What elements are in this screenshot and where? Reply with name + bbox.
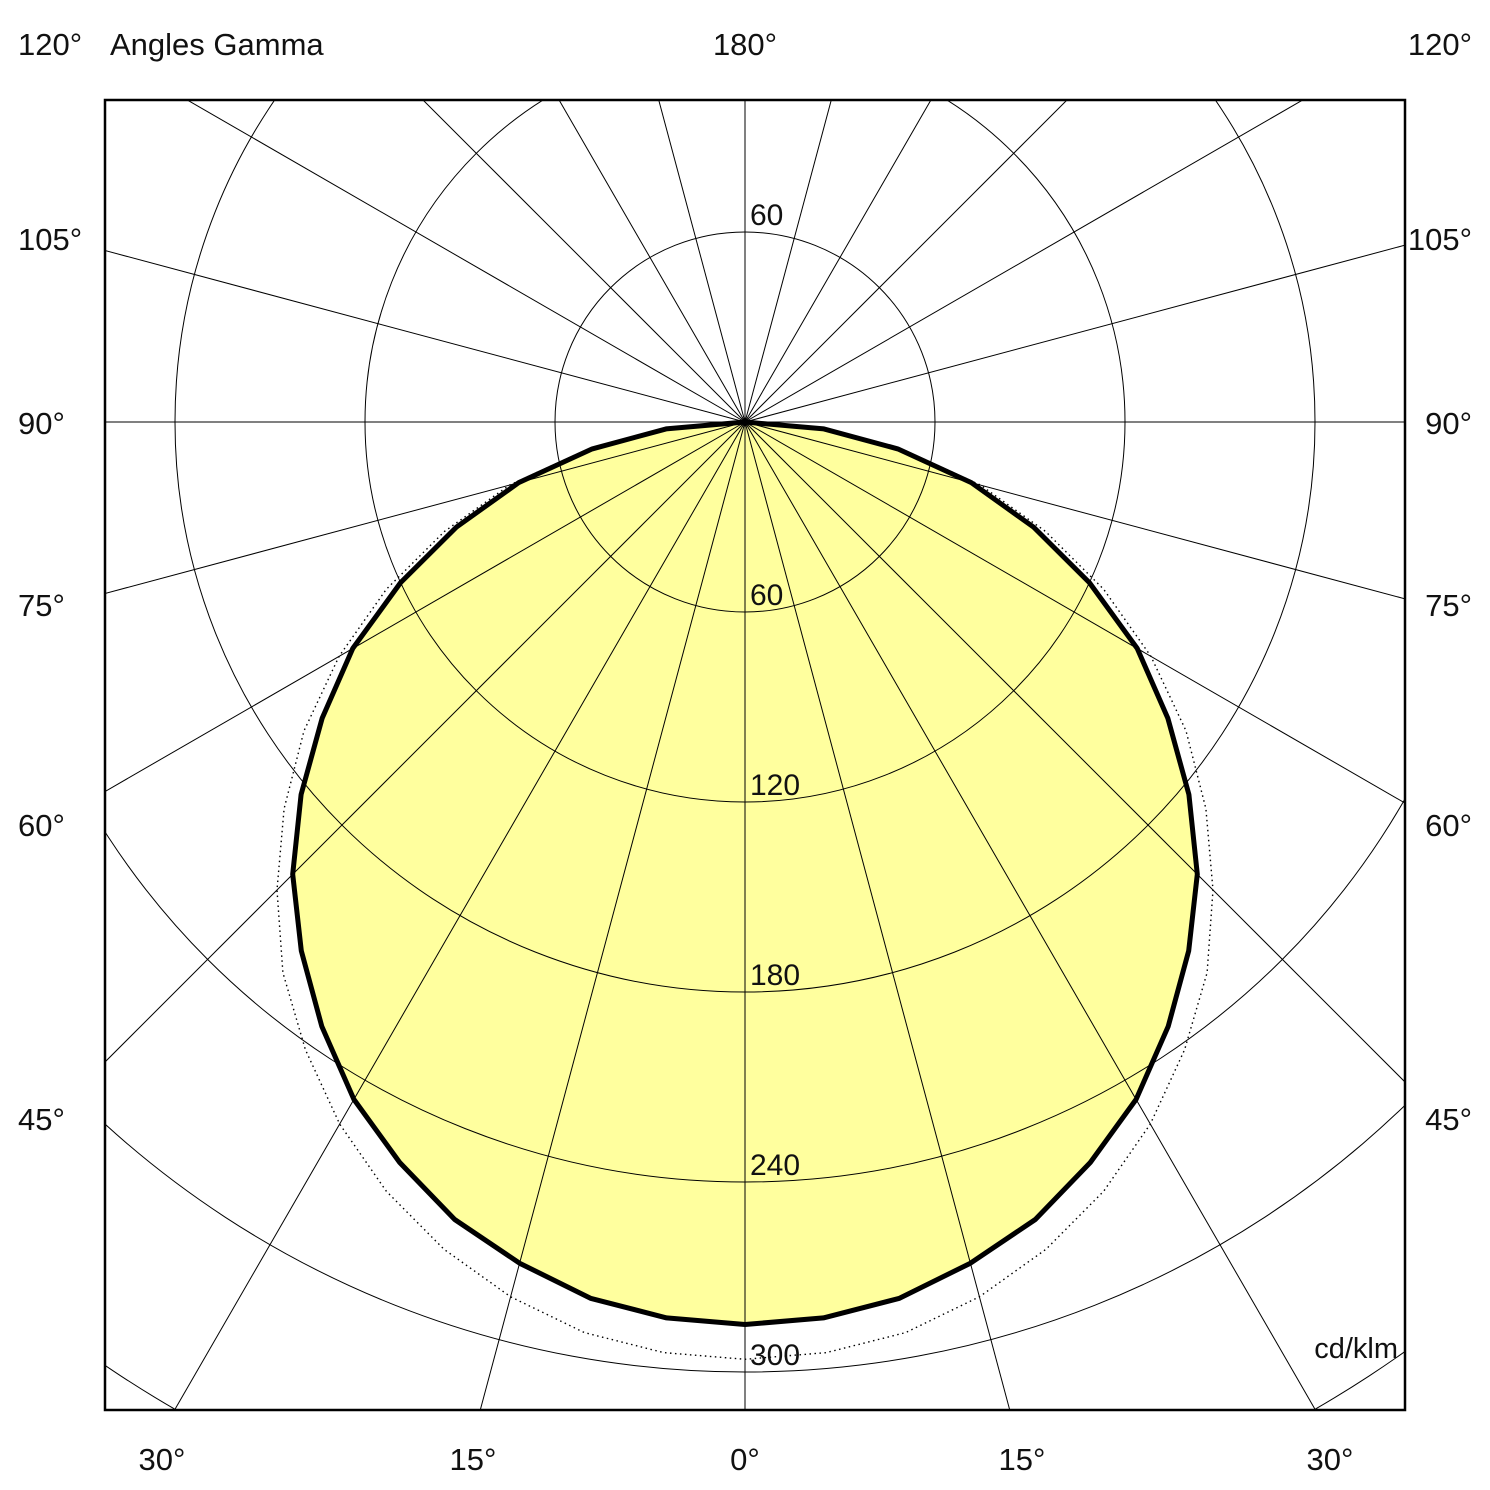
gamma-label-bottom-30-right: 30° (1306, 1442, 1354, 1477)
gamma-label-left-120: 120° (18, 27, 83, 62)
gamma-ray (422, 100, 746, 423)
gamma-label-right-120: 120° (1407, 27, 1472, 62)
gamma-ray (105, 249, 746, 423)
ring-label: 300 (750, 1339, 800, 1372)
gamma-ray (744, 100, 932, 423)
gamma-ray (105, 421, 746, 793)
chart-title: Angles Gamma (110, 27, 324, 62)
gamma-label-right-90: 90° (1425, 406, 1472, 441)
gamma-ray (744, 421, 1405, 804)
gamma-ray (186, 100, 746, 423)
gamma-ray (558, 100, 746, 423)
ring-label: 120 (750, 769, 800, 802)
gamma-ray (744, 421, 1317, 1410)
ring-label: 60 (750, 579, 783, 612)
gamma-label-right-60: 60° (1425, 808, 1472, 843)
gamma-label-top-180: 180° (712, 27, 778, 62)
ring-label: 180 (750, 959, 800, 992)
gamma-ray (173, 421, 746, 1410)
plot-frame (103, 98, 1407, 1412)
gamma-label-left-105: 105° (18, 222, 83, 257)
gamma-ray (479, 421, 746, 1410)
gamma-label-right-105: 105° (1407, 222, 1472, 257)
ring-label: 240 (750, 1149, 800, 1182)
gamma-ray (744, 244, 1405, 423)
gamma-ray (744, 421, 1405, 600)
gamma-ray (105, 421, 746, 595)
gamma-label-left-60: 60° (18, 808, 65, 843)
curve-c90-dotted (276, 421, 1214, 1361)
gamma-label-bottom-30-left: 30° (138, 1442, 186, 1477)
unit-label: cd/klm (1314, 1333, 1398, 1365)
gamma-label-bottom-15-right: 15° (998, 1442, 1046, 1477)
gamma-label-left-90: 90° (18, 406, 65, 441)
gamma-ray (744, 421, 1011, 1410)
gamma-ray (744, 100, 1068, 423)
gamma-ray (744, 421, 1405, 1083)
gamma-ray (658, 100, 746, 423)
gamma-ray (105, 421, 746, 1063)
gamma-label-bottom-15-left: 15° (449, 1442, 497, 1477)
ring-label-top: 60 (750, 199, 783, 232)
gamma-label-right-45: 45° (1425, 1102, 1472, 1137)
ring-labels: 60 60 120 180 240 300 (750, 199, 800, 1372)
gamma-ray (744, 100, 1304, 423)
curve-c0-solid (290, 419, 1200, 1327)
gamma-ray (744, 100, 832, 423)
gamma-label-bottom-0: 0° (730, 1442, 760, 1477)
gamma-label-left-75: 75° (18, 588, 65, 623)
gamma-label-left-45: 45° (18, 1102, 65, 1137)
gamma-label-right-75: 75° (1425, 588, 1472, 623)
